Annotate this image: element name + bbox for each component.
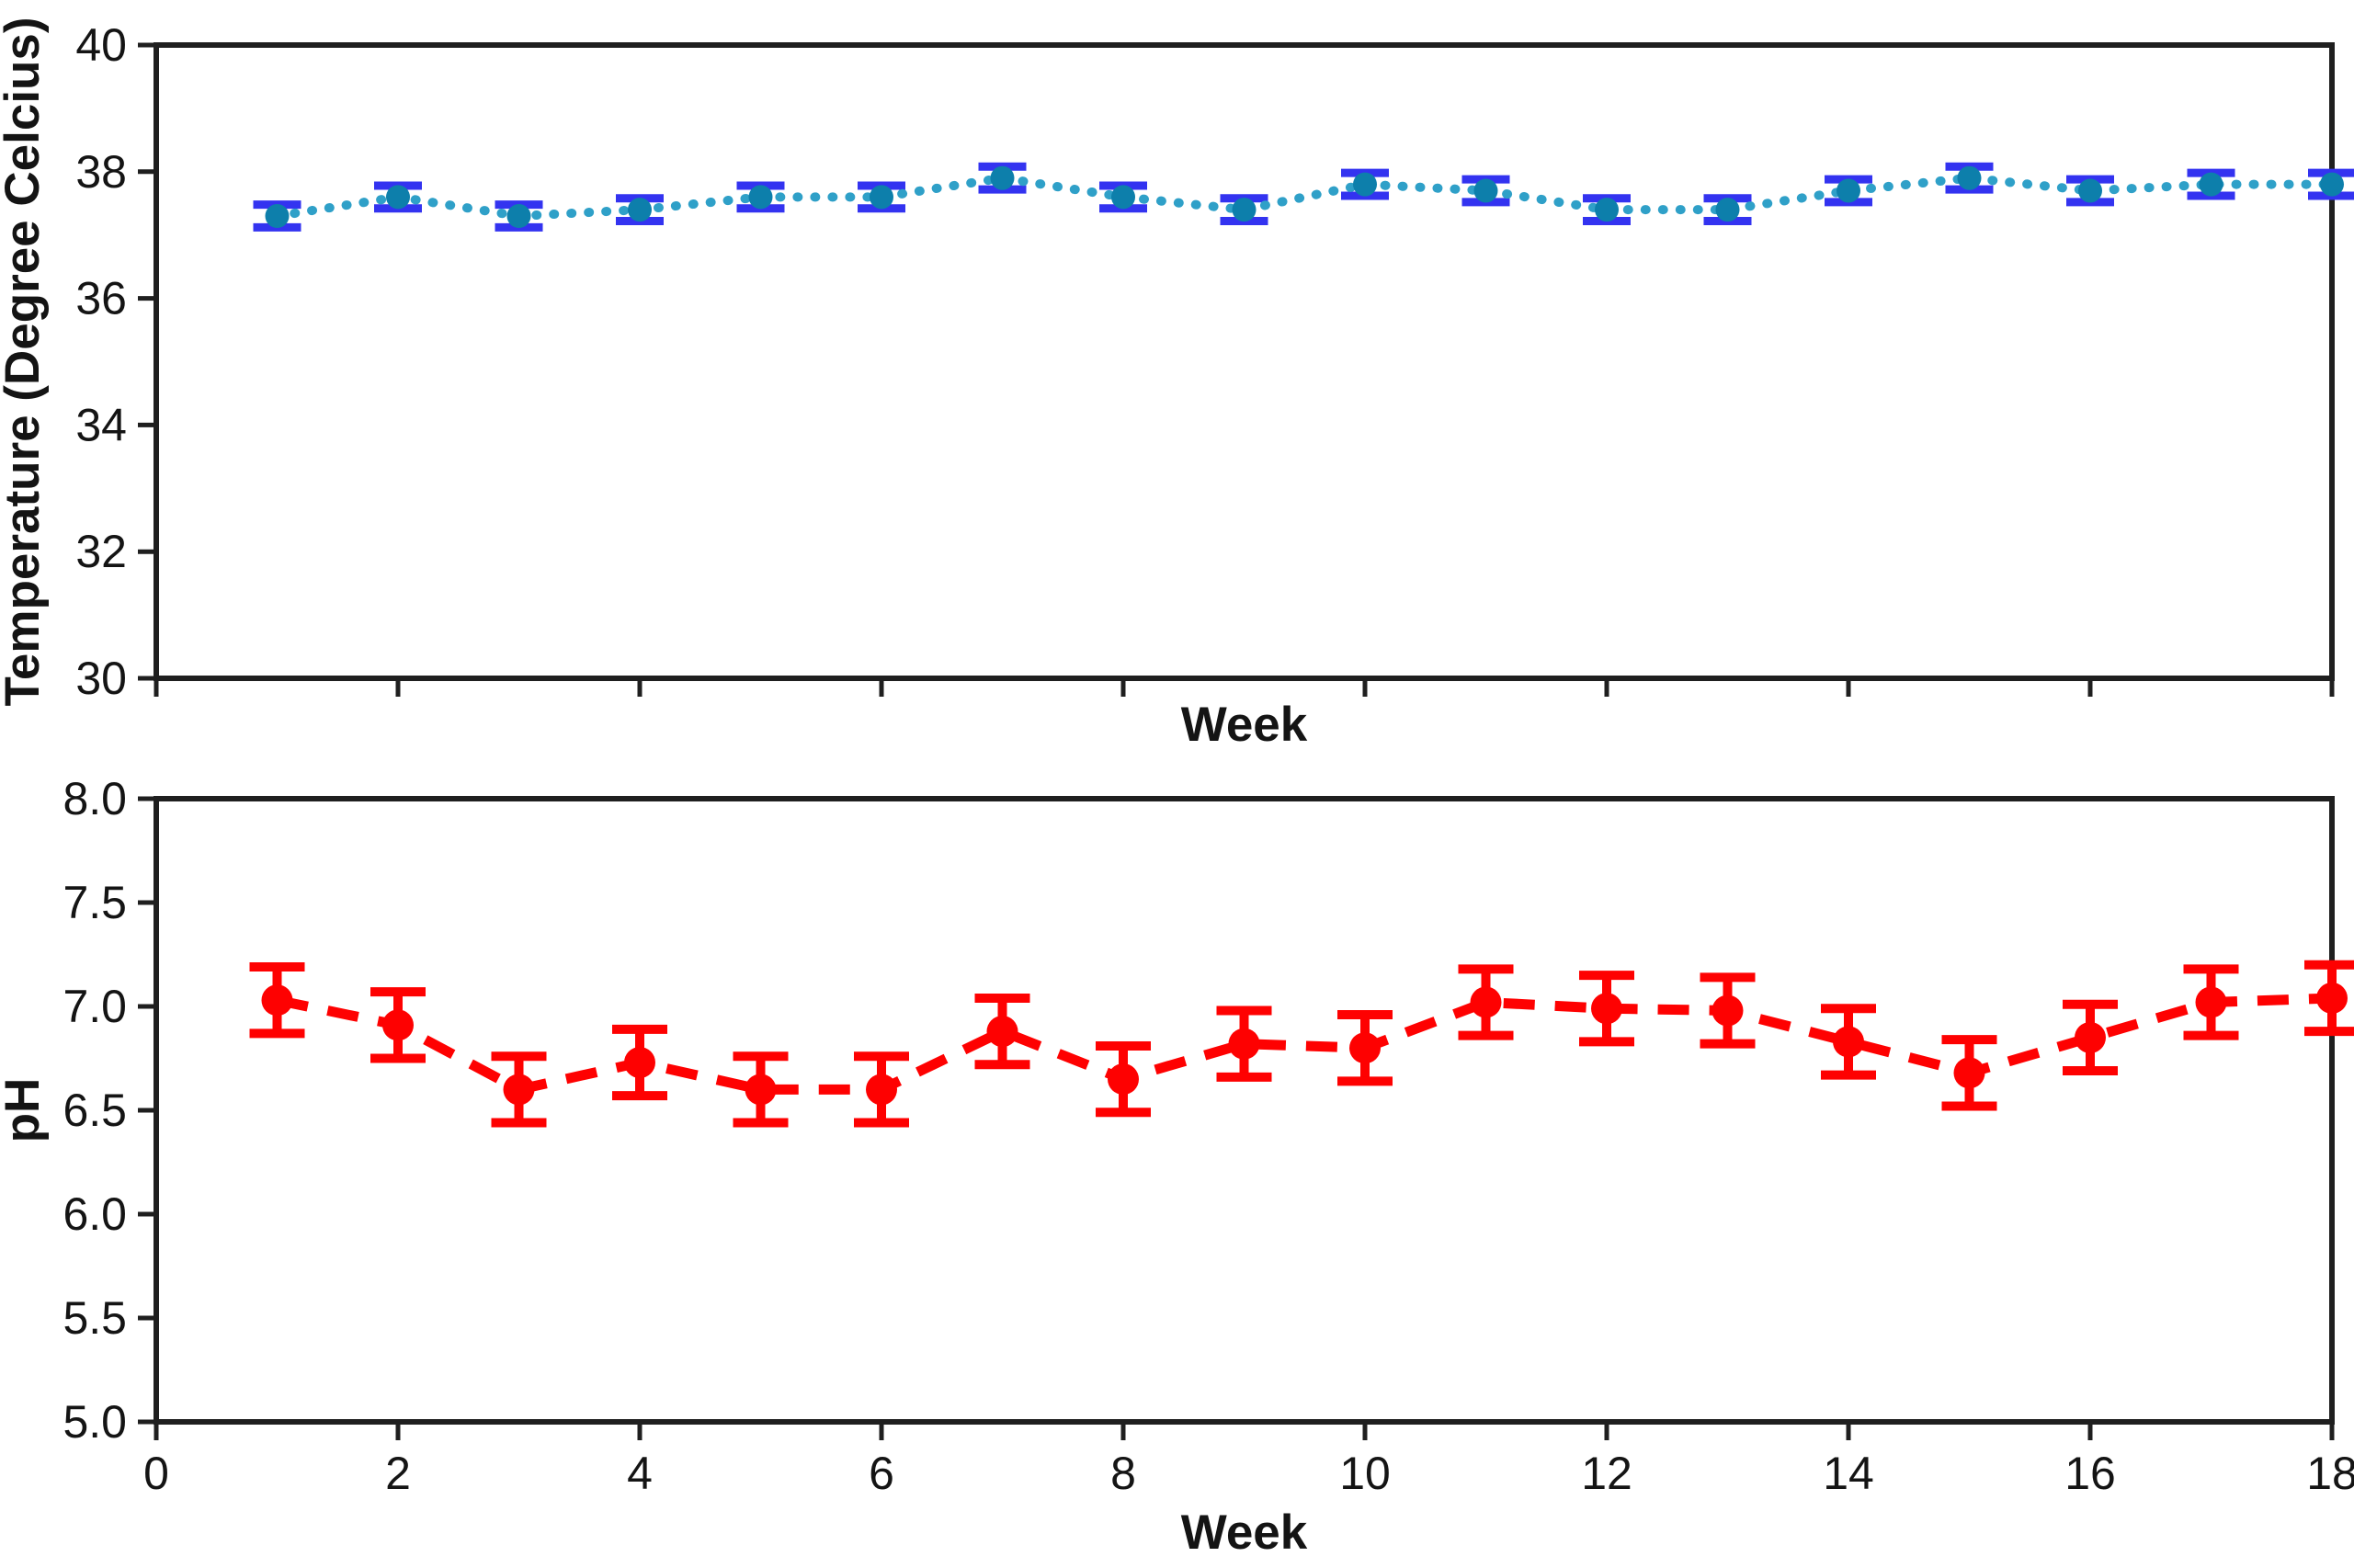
data-point (748, 185, 773, 210)
data-point (2195, 986, 2227, 1018)
data-point (2320, 172, 2344, 197)
x-tick-label: 0 (143, 1448, 169, 1499)
y-tick-label: 7.0 (63, 981, 127, 1032)
data-point (1228, 1028, 1260, 1060)
plot-border (154, 42, 2335, 681)
data-point (386, 185, 410, 210)
x-tick-label: 4 (627, 1448, 653, 1499)
data-point (261, 984, 293, 1017)
data-point (382, 1009, 414, 1041)
data-point (265, 204, 290, 229)
series-line (272, 173, 2337, 222)
data-point (986, 1016, 1018, 1048)
data-point (628, 198, 652, 222)
y-tick-label: 5.0 (63, 1396, 127, 1448)
y-tick-label: 6.0 (63, 1188, 127, 1240)
data-point (624, 1047, 655, 1079)
y-axis-label: Temperature (Degree Celcius) (0, 17, 50, 706)
data-point (506, 204, 531, 229)
data-point (1837, 178, 1860, 203)
data-point (2199, 172, 2223, 197)
data-point (1711, 994, 1744, 1027)
data-point (1353, 172, 1377, 197)
y-tick-label: 7.5 (63, 877, 127, 928)
data-point (866, 1074, 897, 1106)
x-tick-label: 14 (1823, 1448, 1874, 1499)
x-tick-label: 10 (1339, 1448, 1391, 1499)
y-tick-label: 8.0 (63, 773, 127, 824)
y-tick-label: 32 (75, 526, 127, 577)
x-axis-label: Week (1181, 698, 1308, 752)
subplot-ph-vs-week: 5.0 5.5 6.0 6.5 7.0 7.5 8.0 0 2 4 6 8 10 12 14 16 18 pH We… (0, 773, 2354, 1560)
data-point (1473, 178, 1498, 203)
x-axis-label: Week (1181, 1506, 1308, 1560)
data-point (1349, 1032, 1381, 1064)
y-tick-label: 6.5 (63, 1085, 127, 1136)
data-point (990, 165, 1015, 190)
subplot-temperature-vs-week: 30 32 34 36 38 40 Temperature (Degree Celcius)… (0, 17, 2354, 752)
y-tick-label: 30 (75, 653, 127, 704)
x-tick-label: 12 (1581, 1448, 1632, 1499)
series-line (276, 993, 2333, 1096)
data-point (1953, 1057, 1985, 1089)
data-point (1595, 198, 1619, 222)
data-point (2316, 982, 2348, 1014)
data-point (1111, 185, 1135, 210)
data-point (503, 1074, 535, 1106)
y-axis-label: pH (0, 1078, 50, 1143)
y-tick-label: 5.5 (63, 1292, 127, 1344)
x-tick-label: 18 (2306, 1448, 2354, 1499)
data-point (1591, 993, 1622, 1025)
data-point (1470, 986, 1502, 1018)
y-tick-label: 40 (75, 19, 127, 71)
x-tick-label: 6 (869, 1448, 894, 1499)
plot-border (154, 796, 2335, 1425)
data-point (1232, 198, 1257, 222)
data-point (2078, 178, 2102, 203)
x-tick-label: 16 (2064, 1448, 2116, 1499)
y-tick-label: 38 (75, 146, 127, 198)
y-tick-label: 34 (75, 399, 127, 450)
x-tick-label: 8 (1110, 1448, 1136, 1499)
data-point (1715, 198, 1740, 222)
data-point (870, 185, 893, 210)
data-point (1833, 1026, 1864, 1058)
data-point (1957, 165, 1982, 190)
data-point (2075, 1021, 2106, 1053)
y-tick-label: 36 (75, 273, 127, 324)
data-point (745, 1074, 777, 1106)
x-tick-label: 2 (385, 1448, 411, 1499)
data-point (1108, 1063, 1139, 1096)
